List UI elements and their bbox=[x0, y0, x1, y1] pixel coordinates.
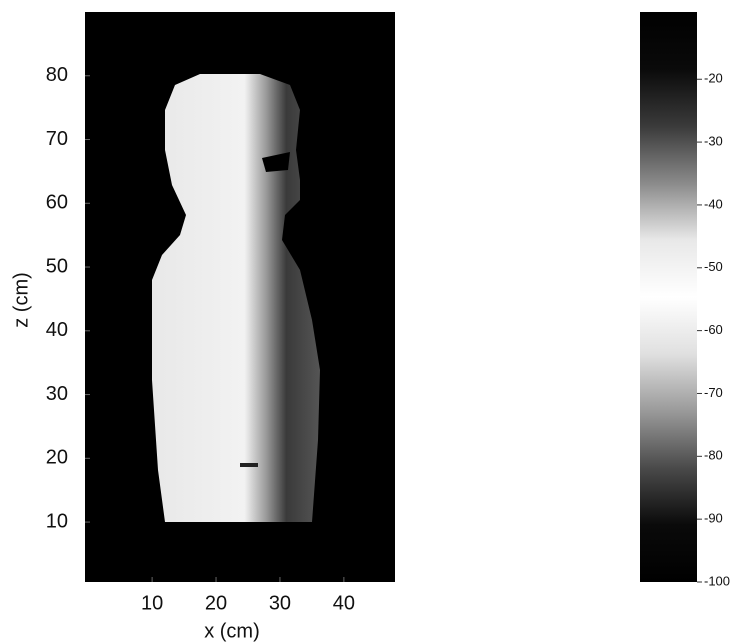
y-tick-label: 50 bbox=[46, 255, 68, 277]
x-tick-label: 20 bbox=[205, 592, 227, 614]
colorbar bbox=[640, 12, 697, 582]
x-tick-label: 40 bbox=[333, 592, 355, 614]
x-axis-label: x (cm) bbox=[204, 620, 260, 642]
y-tick-label: 10 bbox=[46, 510, 68, 532]
x-tick-label: 30 bbox=[269, 592, 291, 614]
colorbar-tick-label: -80 bbox=[704, 448, 723, 463]
body-silhouette bbox=[152, 74, 320, 522]
colorbar-tick-label: -100 bbox=[704, 573, 730, 588]
dark-spot bbox=[240, 463, 258, 467]
colorbar-tick-label: -40 bbox=[704, 196, 723, 211]
colorbar-axis: -20 -30 -40 -50 -60 -70 -80 -90 -100 bbox=[697, 71, 730, 589]
colorbar-tick-label: -70 bbox=[704, 385, 723, 400]
y-tick-label: 40 bbox=[46, 319, 68, 341]
chart: x (cm) z (cm) -20 -30 -40 -50 -60 -70 -80 -90 -1… bbox=[0, 0, 747, 643]
y-tick-label: 70 bbox=[46, 128, 68, 150]
y-axis-label: z (cm) bbox=[10, 272, 32, 328]
colorbar-tick-label: -50 bbox=[704, 259, 723, 274]
colorbar-tick-label: -90 bbox=[704, 511, 723, 526]
colorbar-tick-label: -20 bbox=[704, 71, 723, 86]
y-tick-label: 30 bbox=[46, 383, 68, 405]
y-tick-label: 80 bbox=[46, 64, 68, 86]
y-tick-label: 60 bbox=[46, 192, 68, 214]
colorbar-tick-label: -60 bbox=[704, 322, 723, 337]
y-tick-label: 20 bbox=[46, 447, 68, 469]
colorbar-tick-label: -30 bbox=[704, 134, 723, 149]
x-tick-label: 10 bbox=[141, 592, 163, 614]
